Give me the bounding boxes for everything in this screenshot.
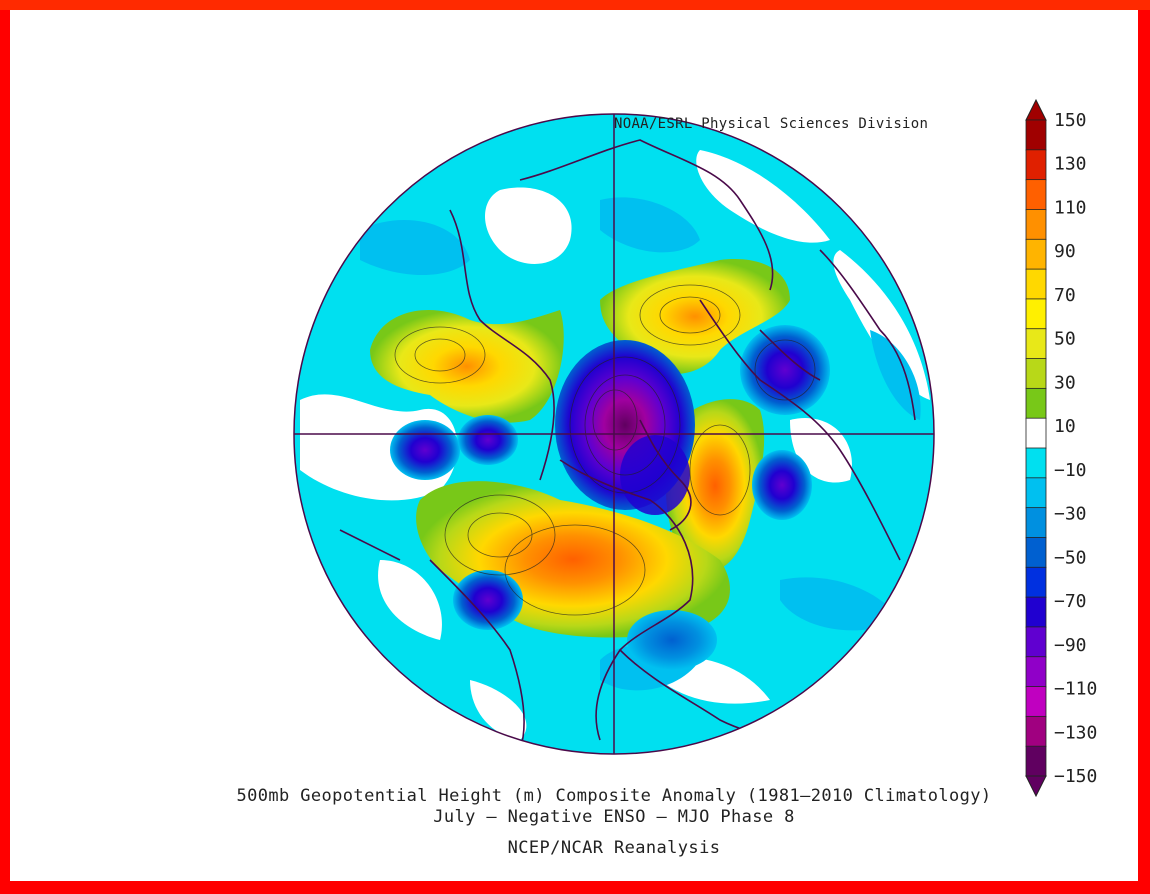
east-asia-high (370, 310, 564, 423)
colorbar-tick-label: −110 (1054, 679, 1097, 700)
colorbar-swatch (1025, 209, 1047, 241)
colorbar-swatch (1025, 715, 1047, 748)
colorbar-tick-label: 30 (1054, 372, 1076, 393)
us-east-low (627, 610, 717, 670)
colorbar-tick-label: −150 (1054, 766, 1097, 787)
colorbar-swatch (1025, 179, 1047, 211)
colorbar-swatch (1025, 328, 1047, 360)
colorbar-tick-label: 10 (1054, 416, 1076, 437)
title-line-3: NCEP/NCAR Reanalysis (507, 838, 721, 858)
colorbar-tick-label: 70 (1054, 285, 1076, 306)
colorbar-swatch (1025, 417, 1047, 449)
title-line-1: 500mb Geopotential Height (m) Composite … (236, 786, 992, 806)
colorbar-tick-label: −30 (1054, 504, 1087, 525)
credit-label: NOAA/ESRL Physical Sciences Division (614, 116, 929, 132)
colorbar-top-arrow (1025, 98, 1047, 121)
map-boundary (293, 113, 935, 755)
colorbar-tick-label: −50 (1054, 547, 1087, 568)
colorbar-tick-label: −90 (1054, 635, 1087, 656)
colorbar-swatch (1025, 119, 1047, 151)
colorbar-swatch (1025, 358, 1047, 390)
weak-negative-regions (360, 197, 921, 691)
colorbar-swatch (1025, 149, 1047, 181)
colorbar-tick-label: 90 (1054, 241, 1076, 262)
colorbar-tick-label: −10 (1054, 460, 1087, 481)
colorbar-swatch (1025, 537, 1047, 569)
colorbar-swatch (1025, 238, 1047, 270)
colorbar-tick-label: 130 (1054, 154, 1087, 175)
caspian-low (752, 450, 812, 520)
colorbar-tick-label: 110 (1054, 197, 1087, 218)
negative-anomalies (390, 325, 830, 670)
colorbar-bottom-arrow (1025, 775, 1047, 798)
colorbar-swatch (1025, 477, 1047, 509)
pacific-low-west (390, 420, 460, 480)
colorbar-swatch (1025, 566, 1047, 598)
contour-lines (394, 284, 816, 616)
colorbar-tick-label: 50 (1054, 329, 1076, 350)
colorbar-swatch (1025, 626, 1047, 658)
colorbar-swatch (1025, 686, 1047, 718)
colorbar: 150 130 110 90 70 50 30 10 −10 −30 −50 −70 −90 −110 −1… (1025, 98, 1097, 798)
europe-low (740, 325, 830, 415)
colorbar-tick-label: −70 (1054, 591, 1087, 612)
alaska-low (453, 570, 523, 630)
neutral-regions (300, 150, 930, 740)
polar-map (294, 114, 934, 754)
title-line-2: July – Negative ENSO – MJO Phase 8 (433, 807, 795, 827)
colorbar-swatch (1025, 268, 1047, 300)
colorbar-swatch (1025, 596, 1047, 628)
pacific-low-east (458, 415, 518, 465)
colorbar-swatch (1025, 745, 1047, 777)
colorbar-swatch (1025, 387, 1047, 420)
colorbar-swatch (1025, 507, 1047, 539)
colorbar-tick-label: −130 (1054, 722, 1097, 743)
colorbar-swatch (1025, 298, 1047, 330)
colorbar-swatch (1025, 656, 1047, 688)
colorbar-tick-label: 150 (1054, 110, 1087, 131)
colorbar-swatch (1025, 447, 1047, 479)
top-border (0, 0, 1150, 10)
